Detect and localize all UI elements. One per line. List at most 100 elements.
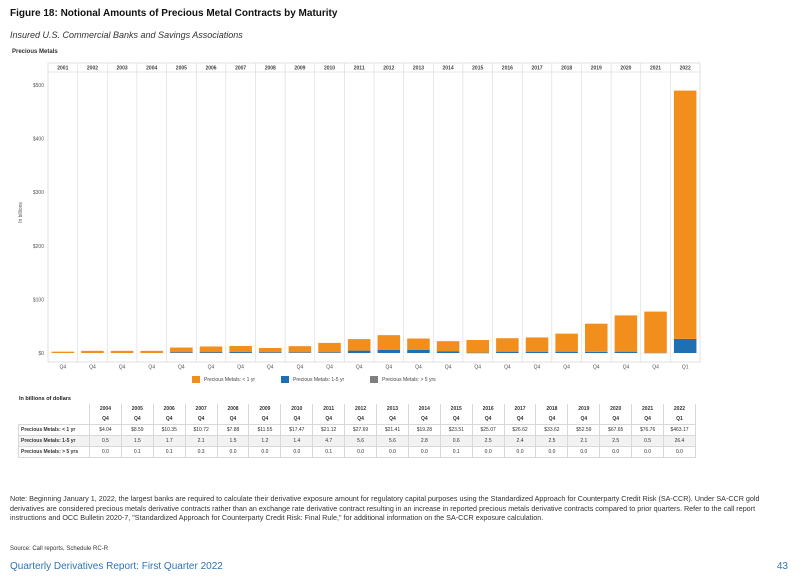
table-cell: $52.59: [567, 424, 601, 436]
table-cell: $4.04: [89, 424, 122, 436]
quarter-tick-label: Q4: [356, 365, 363, 371]
table-year-header: 2022: [663, 404, 696, 414]
table-cell: 0.0: [248, 446, 282, 458]
table-cell: $7.88: [216, 424, 250, 436]
table-cell: $10.72: [184, 424, 218, 436]
year-tick-label: 2010: [324, 66, 335, 72]
table-quarter-header: Q4: [631, 414, 665, 425]
bar-segment: [170, 347, 193, 353]
table-year-header: 2015: [439, 404, 473, 414]
table-cell: 0.3: [184, 446, 218, 458]
year-tick-label: 2019: [591, 66, 602, 72]
table-quarter-header: Q4: [248, 414, 282, 425]
table-cell: $27.69: [344, 424, 378, 436]
bar-segment: [673, 338, 697, 353]
bar-segment: [585, 323, 608, 352]
data-table: 2004 2005 2006 2007 2008 2009 2010 2011 2012 2013…: [18, 404, 696, 458]
table-year-header: 2017: [503, 404, 537, 414]
bar-segment: [199, 352, 223, 353]
table-cell: 2.4: [503, 435, 537, 447]
year-tick-label: 2021: [650, 66, 661, 72]
year-tick-label: 2022: [680, 66, 691, 72]
table-quarter-header: Q4: [439, 414, 473, 425]
table-year-header: 2013: [376, 404, 409, 414]
table-year-header: 2005: [120, 404, 154, 414]
table-year-header: 2019: [567, 404, 601, 414]
table-cell: 2.1: [184, 435, 218, 447]
quarter-tick-label: Q4: [623, 365, 630, 371]
bar-segment: [644, 352, 667, 354]
page-number: 43: [776, 561, 788, 572]
table-cell: 1.2: [248, 435, 282, 447]
table-cell: 2.5: [471, 435, 505, 447]
table-cell: 0.0: [407, 446, 441, 458]
y-tick-label: $400: [33, 137, 44, 143]
bar-segment: [436, 341, 460, 352]
table-quarter-header-row: Q4 Q4 Q4 Q4 Q4 Q4 Q4 Q4 Q4 Q4 Q4 Q4 Q4 Q4 Q4 Q4 Q4 Q4 Q1: [19, 414, 696, 425]
bar-segment: [199, 352, 223, 353]
panel-label: Precious Metals: [12, 49, 58, 55]
table-cell: 0.0: [216, 446, 250, 458]
table-year-header: 2008: [216, 404, 250, 414]
report-title: Quarterly Derivatives Report: First Quar…: [10, 561, 223, 572]
table-cell: 0.0: [599, 446, 633, 458]
quarter-tick-label: Q4: [267, 365, 274, 371]
quarter-tick-label: Q4: [208, 365, 215, 371]
bar-segment: [51, 351, 75, 353]
quarter-tick-label: Q4: [89, 365, 96, 371]
bar-segment: [199, 346, 223, 353]
quarter-tick-label: Q4: [563, 365, 570, 371]
table-cell: 0.0: [376, 446, 409, 458]
footnote: Note: Beginning January 1, 2022, the lar…: [10, 494, 760, 523]
bar-segment: [496, 351, 519, 353]
table-cell: 2.5: [535, 435, 569, 447]
bar-segment: [318, 342, 341, 353]
table-cell: 0.1: [152, 446, 186, 458]
bar-segment: [377, 335, 401, 350]
table-quarter-header: Q4: [89, 414, 122, 425]
legend-label-under-1yr: Precious Metals: < 1 yr: [204, 376, 255, 383]
bar-segment: [644, 311, 667, 353]
quarter-tick-label: Q4: [59, 365, 66, 371]
table-quarter-header: Q4: [344, 414, 378, 425]
table-quarter-header: Q4: [152, 414, 186, 425]
bar-segment: [525, 337, 549, 352]
table-quarter-header: Q4: [567, 414, 601, 425]
quarter-tick-label: Q4: [652, 365, 659, 371]
table-year-header: 2010: [280, 404, 314, 414]
figure-title: Figure 18: Notional Amounts of Precious …: [10, 8, 338, 19]
year-tick-label: 2007: [235, 66, 246, 72]
chart-legend: Precious Metals: < 1 yr Precious Metals:…: [192, 376, 436, 383]
table-cell: 0.0: [471, 446, 505, 458]
year-tick-label: 2003: [117, 66, 128, 72]
bar-segment: [555, 351, 578, 353]
quarter-tick-label: Q4: [237, 365, 244, 371]
legend-item-over-5yrs: Precious Metals: > 5 yrs: [370, 376, 436, 383]
y-tick-label: $100: [33, 297, 44, 303]
quarter-tick-label: Q4: [119, 365, 126, 371]
y-tick-label: $200: [33, 244, 44, 250]
table-cell: 1.5: [120, 435, 154, 447]
legend-label-over-5yrs: Precious Metals: > 5 yrs: [382, 376, 436, 383]
table-cell: 0.5: [631, 435, 665, 447]
year-tick-label: 2008: [265, 66, 276, 72]
table-quarter-header: Q4: [184, 414, 218, 425]
bar-segment: [170, 352, 193, 353]
table-cell: $23.51: [439, 424, 473, 436]
table-cell: 0.1: [439, 446, 473, 458]
table-year-header: 2006: [152, 404, 186, 414]
bar-segment: [318, 352, 341, 353]
table-row: Precious Metals: < 1 yr $4.04 $8.59 $10.35 $…: [18, 424, 696, 436]
stacked-bar-chart: 2001 Q4 2002 Q4 2003 Q4 2004 Q4 2005 Q4 2006 Q4 2007…: [18, 62, 701, 371]
table-row: Precious Metals: > 5 yrs 0.0 0.1 0.1 0.3 0.0 0…: [18, 446, 696, 458]
y-axis-label: In billions: [18, 202, 24, 223]
table-year-header: 2016: [471, 404, 505, 414]
quarter-tick-label: Q4: [504, 365, 511, 371]
bar-segment: [229, 351, 252, 353]
year-tick-label: 2009: [294, 66, 305, 72]
bar-segment: [614, 351, 638, 353]
table-year-header: 2009: [248, 404, 282, 414]
legend-swatch-over-5yrs: [370, 376, 379, 383]
bar-segment: [525, 351, 549, 353]
figure-subtitle: Insured U.S. Commercial Banks and Saving…: [10, 30, 243, 40]
